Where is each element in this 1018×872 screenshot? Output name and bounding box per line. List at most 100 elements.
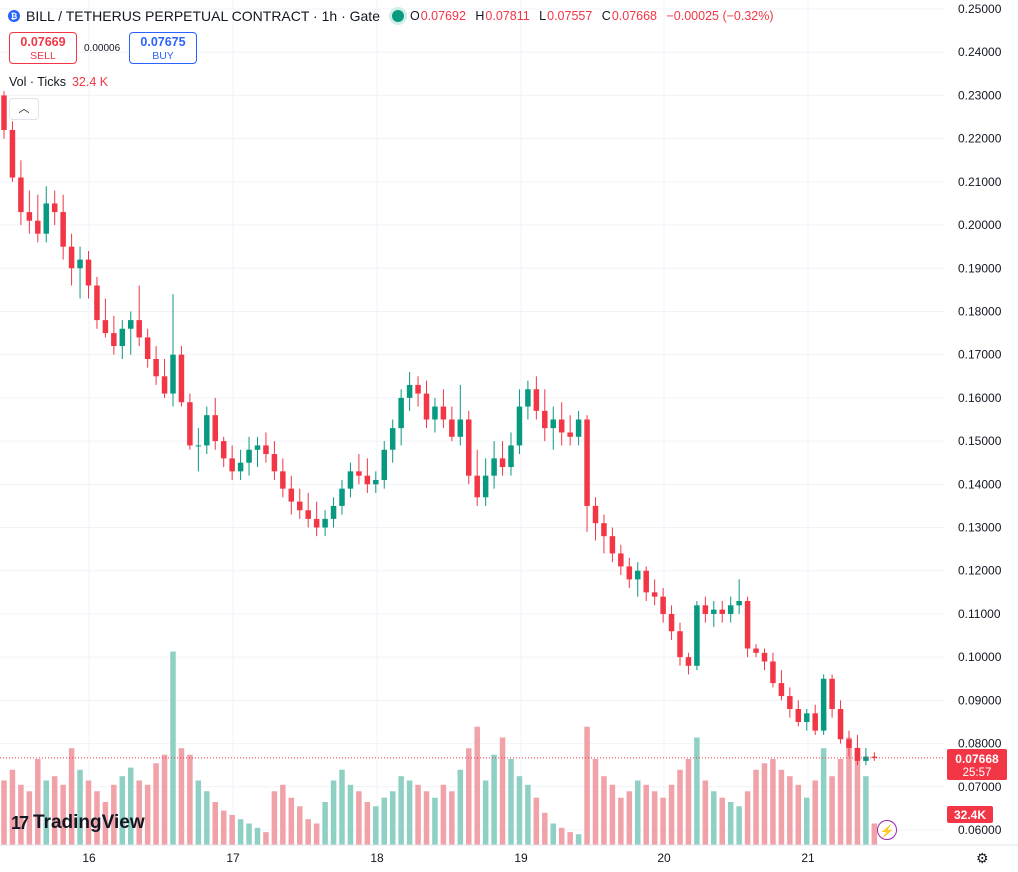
candle-body [144,337,151,360]
candle-body [43,203,49,234]
volume-legend[interactable]: Vol · Ticks 32.4 K [9,75,108,89]
volume-bar [744,791,751,845]
volume-bar [778,769,785,845]
volume-bar [389,791,396,845]
volume-badge [947,806,993,823]
high-value: 0.07811 [485,9,530,23]
volume-bar [795,784,802,845]
volume-bar [770,759,776,845]
volume-bar [863,776,869,845]
candle-body [339,488,345,506]
candle-body [575,419,582,437]
candle-body [415,384,421,394]
price-tick-label: 0.09000 [958,693,1002,707]
volume-bar [178,748,185,845]
volume-bar [187,754,193,845]
candle-body [744,600,751,649]
candle-body [128,320,134,329]
volume-bar [516,776,523,845]
candle-body [381,449,387,480]
candle-body [525,389,531,407]
volume-bar [263,832,269,845]
volume-bar [854,748,861,845]
price-tick-label: 0.24000 [958,45,1002,59]
candle-body [770,661,776,684]
candle-body [719,609,725,614]
candle-body [440,406,447,420]
volume-bar [43,780,49,845]
price-tick-label: 0.23000 [958,88,1002,102]
volume-bar [685,759,692,845]
candle-body [364,475,371,485]
volume-bar [347,784,354,845]
volume-bar [330,780,337,845]
volume-bar [51,776,58,845]
volume-bar [398,776,404,845]
volume-bar [601,776,607,845]
candle-body [846,739,852,748]
candle-body [153,359,159,377]
candle-body [643,570,649,593]
volume-bar [618,797,624,845]
lightning-icon[interactable]: ⚡ [877,820,897,840]
candle-body [85,259,92,286]
sell-button[interactable]: 0.07669 SELL [9,32,77,64]
candle-body [170,354,176,394]
candle-body [651,592,658,597]
symbol-title[interactable]: BILL / TETHERUS PERPETUAL CONTRACT · 1h … [26,8,380,24]
candle-body [389,428,396,450]
volume-bar [542,812,548,845]
volume-bar [144,784,151,845]
volume-bars [1,651,878,845]
volume-bar [204,791,210,845]
candle-body [736,600,742,606]
time-axis[interactable]: 16 17 18 19 20 21 [0,844,1018,865]
candle-body [702,605,709,614]
volume-bar [9,769,16,845]
price-tick-label: 0.12000 [958,564,1002,578]
volume-bar [694,737,700,845]
countdown-text: 25:57 [963,767,992,779]
time-tick-label: 16 [82,851,96,865]
candle-body [499,458,506,468]
candle-body [229,458,235,472]
volume-bar [829,776,835,845]
volume-bar [584,726,590,845]
volume-bar [466,748,472,845]
candle-body [804,713,810,722]
volume-bar [550,823,556,845]
candle-body [491,458,497,476]
candle-body [567,432,573,437]
candle-body [584,419,590,506]
volume-bar [373,806,379,845]
collapse-legend-button[interactable]: ︿ [9,98,39,120]
last-price-badge [947,749,1007,780]
volume-bar [592,759,599,845]
volume-bar [119,776,126,845]
volume-bar [635,780,641,845]
volume-bar [170,651,176,845]
volume-bar [457,769,464,845]
volume-bar [18,784,24,845]
price-tick-label: 0.14000 [958,477,1002,491]
candle-body [668,613,675,632]
market-status-dot-icon[interactable] [391,10,404,22]
volume-bar [677,769,683,845]
candle-body [787,696,793,710]
volume-bar [305,819,311,845]
volume-bar [280,784,286,845]
volume-bar [220,810,227,845]
price-tick-label: 0.25000 [958,2,1002,16]
tradingview-logo[interactable]: 17 TradingView [11,812,145,834]
volume-bar [651,791,658,845]
price-axis[interactable]: 0.25000 0.24000 0.23000 0.22000 0.21000 0.200… [958,2,1002,837]
buy-button[interactable]: 0.07675 BUY [129,32,197,64]
candle-body [592,505,599,524]
price-tick-label: 0.11000 [958,607,1001,621]
open-value: 0.07692 [420,9,466,23]
settings-gear-icon[interactable]: ⚙ [976,850,989,866]
volume-bar [364,802,371,845]
volume-bar [727,802,734,845]
price-tick-label: 0.19000 [958,261,1002,275]
